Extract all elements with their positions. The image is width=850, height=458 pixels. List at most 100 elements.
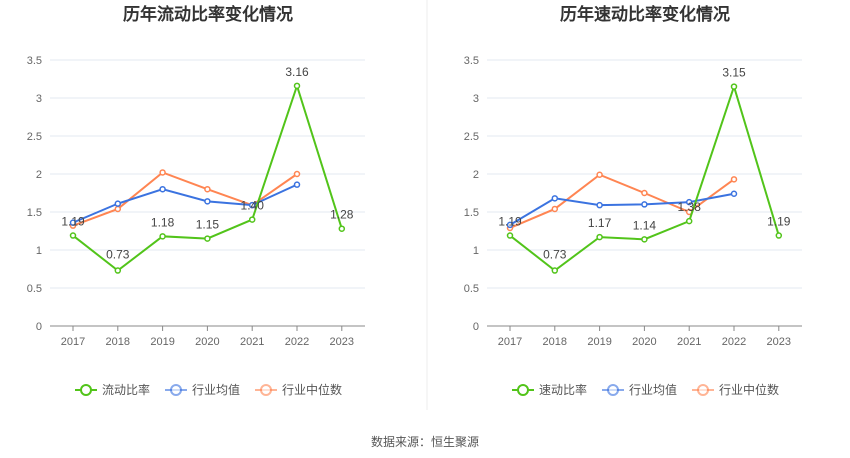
- data-point: [204, 185, 211, 193]
- data-label: 1.19: [61, 215, 85, 229]
- data-point: [641, 201, 648, 208]
- data-point: [551, 195, 559, 202]
- chart-title: 历年速动比率变化情况: [560, 4, 730, 24]
- data-label: 1.40: [241, 199, 265, 213]
- y-tick-label: 0: [36, 321, 42, 333]
- series-line-1: [72, 183, 298, 224]
- data-label: 1.19: [498, 215, 522, 229]
- x-tick-label: 2020: [632, 336, 656, 348]
- y-tick-label: 0: [473, 321, 479, 333]
- data-point: [159, 169, 166, 176]
- legend-label: 行业中位数: [719, 382, 779, 397]
- x-tick-label: 2017: [498, 336, 522, 348]
- data-label: 0.73: [106, 248, 130, 262]
- data-point: [69, 232, 77, 239]
- data-point: [685, 217, 693, 225]
- legend-label: 行业均值: [629, 382, 677, 397]
- data-label: 1.38: [678, 200, 702, 214]
- legend-marker-icon: [260, 384, 272, 396]
- y-tick-label: 2: [36, 169, 42, 181]
- series-line-2: [509, 173, 735, 229]
- data-point: [730, 176, 738, 183]
- legend-label: 流动比率: [102, 382, 150, 397]
- data-point: [596, 201, 603, 209]
- y-tick-label: 1: [36, 245, 42, 257]
- legend-marker-icon: [80, 384, 92, 396]
- x-tick-label: 2019: [150, 336, 174, 348]
- data-point: [248, 201, 256, 209]
- data-point: [551, 267, 559, 274]
- data-point: [114, 205, 122, 213]
- data-point: [293, 82, 301, 90]
- data-point: [730, 83, 738, 90]
- legend-marker-icon: [170, 384, 182, 396]
- x-tick-label: 2017: [61, 336, 85, 348]
- x-tick-label: 2022: [285, 336, 309, 348]
- legend-label: 行业均值: [192, 382, 240, 397]
- data-point: [641, 189, 648, 197]
- data-point: [506, 232, 514, 239]
- data-point: [293, 170, 301, 178]
- legend-marker-icon: [697, 384, 709, 396]
- data-label: 1.18: [151, 215, 175, 229]
- legend-item: 行业中位数: [255, 382, 342, 397]
- legend-marker-icon: [517, 384, 529, 396]
- y-tick-label: 0.5: [464, 283, 479, 295]
- data-label: 3.16: [285, 65, 309, 79]
- data-label: 1.14: [633, 218, 657, 232]
- legend-marker-icon: [607, 384, 619, 396]
- chart-2: 历年速动比率变化情况 0 0.5 1 1.5 2 2.5 3 3.5 2017 2018 2019 20…: [464, 4, 802, 397]
- data-point: [114, 200, 122, 207]
- y-tick-label: 2: [473, 169, 479, 181]
- chart-1: 历年流动比率变化情况 0 0.5 1 1.5 2 2.5 3 3.5 2017 2018 2019 20…: [27, 4, 365, 397]
- data-point: [338, 225, 346, 232]
- data-point: [551, 205, 559, 213]
- x-tick-label: 2023: [767, 336, 791, 348]
- data-point: [248, 216, 256, 223]
- legend-item: 速动比率: [512, 382, 587, 397]
- data-point: [114, 267, 122, 274]
- data-point: [730, 190, 738, 198]
- x-tick-label: 2020: [195, 336, 219, 348]
- x-tick-label: 2018: [543, 336, 567, 348]
- data-label: 0.73: [543, 248, 567, 262]
- data-point: [775, 232, 783, 239]
- data-point: [293, 181, 301, 188]
- data-label: 1.15: [196, 218, 220, 232]
- y-tick-label: 3: [473, 93, 479, 105]
- y-tick-label: 2.5: [464, 131, 479, 143]
- data-point: [641, 236, 648, 243]
- data-point: [69, 219, 77, 226]
- data-point: [506, 221, 514, 229]
- legend-label: 行业中位数: [282, 382, 342, 397]
- data-point: [159, 185, 166, 193]
- series-line-0: [509, 83, 780, 272]
- chart-title: 历年流动比率变化情况: [123, 4, 293, 24]
- data-point: [596, 233, 603, 241]
- x-tick-label: 2023: [330, 336, 354, 348]
- data-label: 1.17: [588, 216, 612, 230]
- y-tick-label: 1: [473, 245, 479, 257]
- data-point: [204, 198, 211, 205]
- x-tick-label: 2021: [240, 336, 264, 348]
- legend-item: 行业均值: [165, 382, 240, 397]
- data-label: 3.15: [722, 66, 746, 80]
- legend-item: 行业均值: [602, 382, 677, 397]
- x-tick-label: 2018: [106, 336, 130, 348]
- data-point: [596, 171, 603, 179]
- y-tick-label: 3: [36, 93, 42, 105]
- legend-item: 行业中位数: [692, 382, 779, 397]
- x-tick-label: 2022: [722, 336, 746, 348]
- legend-label: 速动比率: [539, 382, 587, 397]
- x-tick-label: 2019: [587, 336, 611, 348]
- y-tick-label: 1.5: [27, 207, 42, 219]
- x-tick-label: 2021: [677, 336, 701, 348]
- data-point: [204, 235, 211, 242]
- data-point: [159, 233, 166, 240]
- data-source: 数据来源：恒生聚源: [370, 435, 479, 449]
- data-point: [685, 198, 693, 206]
- y-tick-label: 2.5: [27, 131, 42, 143]
- legend-item: 流动比率: [75, 382, 150, 397]
